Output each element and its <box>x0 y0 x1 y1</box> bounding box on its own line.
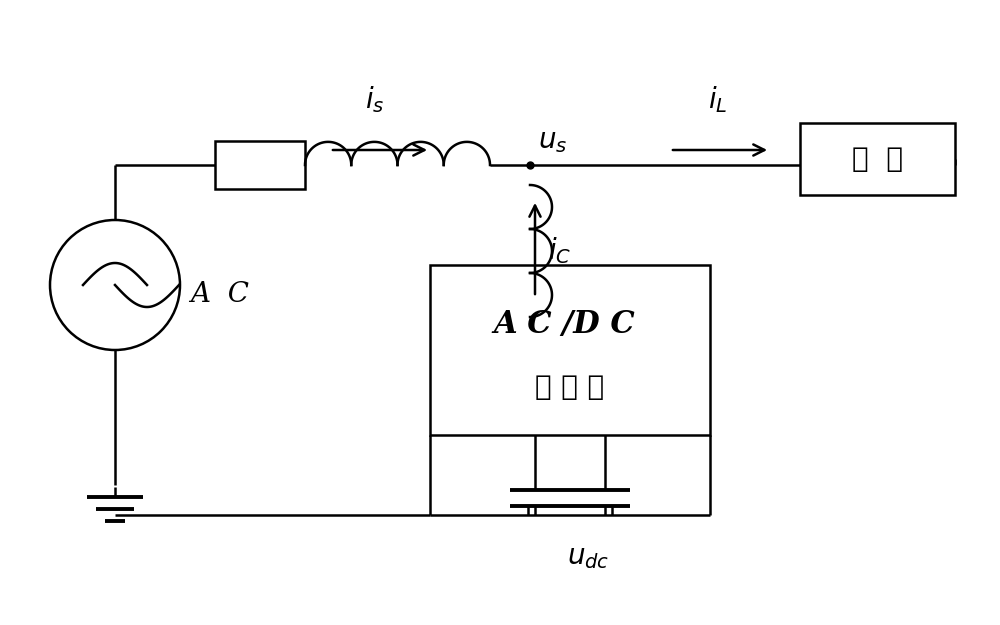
Text: $u_{dc}$: $u_{dc}$ <box>567 544 609 571</box>
Bar <box>430 265 710 435</box>
Text: A  C: A C <box>190 281 250 309</box>
Text: A C /D C: A C /D C <box>494 309 635 340</box>
Text: $i_s$: $i_s$ <box>365 84 385 115</box>
Text: 变 流 器: 变 流 器 <box>535 373 605 401</box>
Bar <box>800 123 955 195</box>
Text: $i_C$: $i_C$ <box>548 236 571 266</box>
Text: 负  荷: 负 荷 <box>852 145 903 173</box>
Text: $u_s$: $u_s$ <box>538 128 567 155</box>
Bar <box>215 141 305 189</box>
Text: $i_L$: $i_L$ <box>708 84 728 115</box>
